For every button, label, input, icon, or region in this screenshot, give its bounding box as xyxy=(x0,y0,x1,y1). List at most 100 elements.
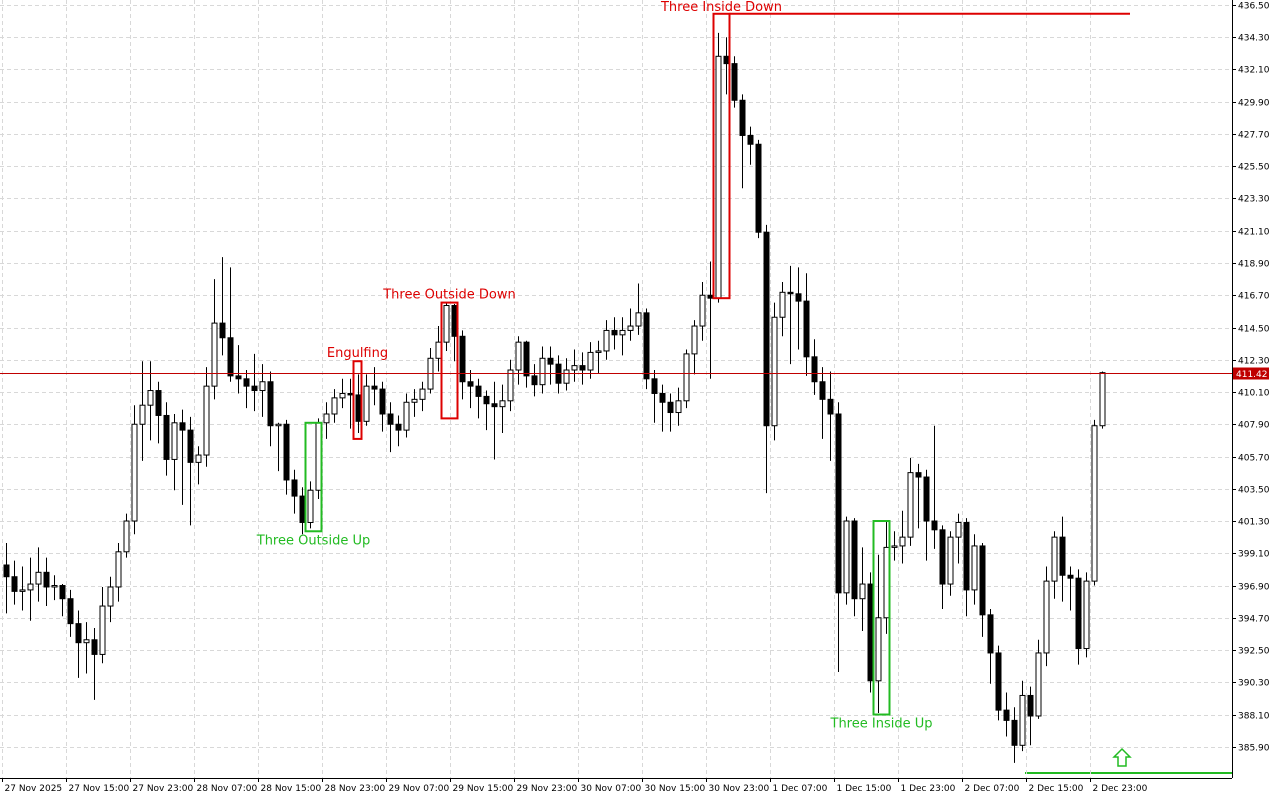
candle-body xyxy=(963,521,970,591)
candle-body xyxy=(419,388,426,400)
candle-body xyxy=(923,476,930,522)
candle-body xyxy=(131,423,138,522)
candle-body xyxy=(123,520,130,553)
candle-body xyxy=(811,356,818,383)
candle-body xyxy=(595,350,602,353)
candle-body xyxy=(315,422,322,491)
candle-body xyxy=(995,652,1002,711)
candle-body xyxy=(1067,574,1074,579)
candle-body xyxy=(651,378,658,394)
candle-body xyxy=(643,312,650,380)
candle-body xyxy=(907,472,914,538)
x-tick-label: 29 Nov 15:00 xyxy=(453,784,514,794)
candle-body xyxy=(51,585,58,588)
pattern-box xyxy=(304,421,323,533)
candle-body xyxy=(683,353,690,402)
candle-body xyxy=(619,329,626,336)
y-tick-label: 403.50 xyxy=(1238,486,1270,496)
candle-body xyxy=(635,312,642,327)
y-tick-label: 399.10 xyxy=(1238,550,1270,560)
x-tick-label: 28 Nov 23:00 xyxy=(325,784,386,794)
x-tick-label: 27 Nov 23:00 xyxy=(133,784,194,794)
candle-body xyxy=(547,357,554,365)
candle-body xyxy=(115,551,122,588)
y-tick-label: 432.10 xyxy=(1238,66,1270,76)
candle-body xyxy=(739,99,746,136)
pattern-label: Three Outside Down xyxy=(382,288,516,303)
candle-body xyxy=(163,414,170,460)
candle-body xyxy=(195,454,202,463)
candle-body xyxy=(987,614,994,654)
candle-body xyxy=(507,369,514,402)
candle-body xyxy=(259,381,266,392)
candle-body xyxy=(3,564,10,578)
candle-body xyxy=(891,545,898,548)
candle-body xyxy=(691,325,698,355)
candle-body xyxy=(395,423,402,431)
candle-body xyxy=(539,357,546,386)
y-tick-label: 390.30 xyxy=(1238,679,1270,689)
y-tick-label: 421.10 xyxy=(1238,228,1270,238)
x-tick-label: 1 Dec 15:00 xyxy=(837,784,892,794)
y-tick-label: 423.30 xyxy=(1238,195,1270,205)
candle-body xyxy=(483,395,490,405)
candle-body xyxy=(1059,536,1066,576)
y-tick-label: 418.90 xyxy=(1238,260,1270,270)
candle-body xyxy=(27,583,34,591)
candle-body xyxy=(107,586,114,607)
y-tick-label: 385.90 xyxy=(1238,744,1270,754)
y-tick-label: 427.70 xyxy=(1238,131,1270,141)
candle-body xyxy=(355,394,362,422)
x-tick-label: 28 Nov 07:00 xyxy=(197,784,258,794)
candle-body xyxy=(603,329,610,352)
x-tick-label: 28 Nov 15:00 xyxy=(261,784,322,794)
pattern-box xyxy=(872,520,891,716)
candle-body xyxy=(971,545,978,591)
x-tick-label: 29 Nov 23:00 xyxy=(517,784,578,794)
candle-body xyxy=(1003,709,1010,721)
y-tick-label: 412.30 xyxy=(1238,357,1270,367)
candle-body xyxy=(1091,425,1098,582)
candle-body xyxy=(579,365,586,371)
candle-body xyxy=(219,322,226,339)
candle-body xyxy=(563,369,570,384)
candle-body xyxy=(187,429,194,463)
candle-body xyxy=(491,403,498,408)
candle-body xyxy=(59,585,66,600)
candle-body xyxy=(747,134,754,145)
y-tick-label: 394.70 xyxy=(1238,615,1270,625)
candle-body xyxy=(43,571,50,588)
candle-body xyxy=(75,623,82,644)
candle-body xyxy=(339,392,346,399)
last-price-label: 411.42 xyxy=(1236,370,1268,380)
candle-body xyxy=(731,63,738,101)
candle-body xyxy=(179,422,186,431)
y-tick-label: 434.30 xyxy=(1238,34,1270,44)
candle-body xyxy=(939,529,946,585)
candle-body xyxy=(523,341,530,377)
candle-body xyxy=(139,404,146,425)
candle-body xyxy=(403,401,410,431)
candle-body xyxy=(1019,694,1026,746)
candle-body xyxy=(787,291,794,295)
candle-body xyxy=(299,495,306,523)
candle-body xyxy=(387,413,394,425)
candle-body xyxy=(235,375,242,380)
candle-body xyxy=(851,520,858,600)
pattern-label: Three Inside Down xyxy=(660,0,782,15)
candle-body xyxy=(955,521,962,538)
y-tick-label: 416.70 xyxy=(1238,292,1270,302)
pattern-box xyxy=(440,301,459,420)
candle-body xyxy=(1011,719,1018,746)
x-tick-label: 29 Nov 07:00 xyxy=(389,784,450,794)
x-tick-label: 27 Nov 15:00 xyxy=(69,784,130,794)
candle-body xyxy=(203,385,210,456)
candle-body xyxy=(1083,580,1090,650)
candle-body xyxy=(915,472,922,478)
candle-body xyxy=(211,322,218,387)
candle-body xyxy=(67,598,74,625)
candle-body xyxy=(667,401,674,414)
x-tick-label: 2 Dec 23:00 xyxy=(1093,784,1148,794)
